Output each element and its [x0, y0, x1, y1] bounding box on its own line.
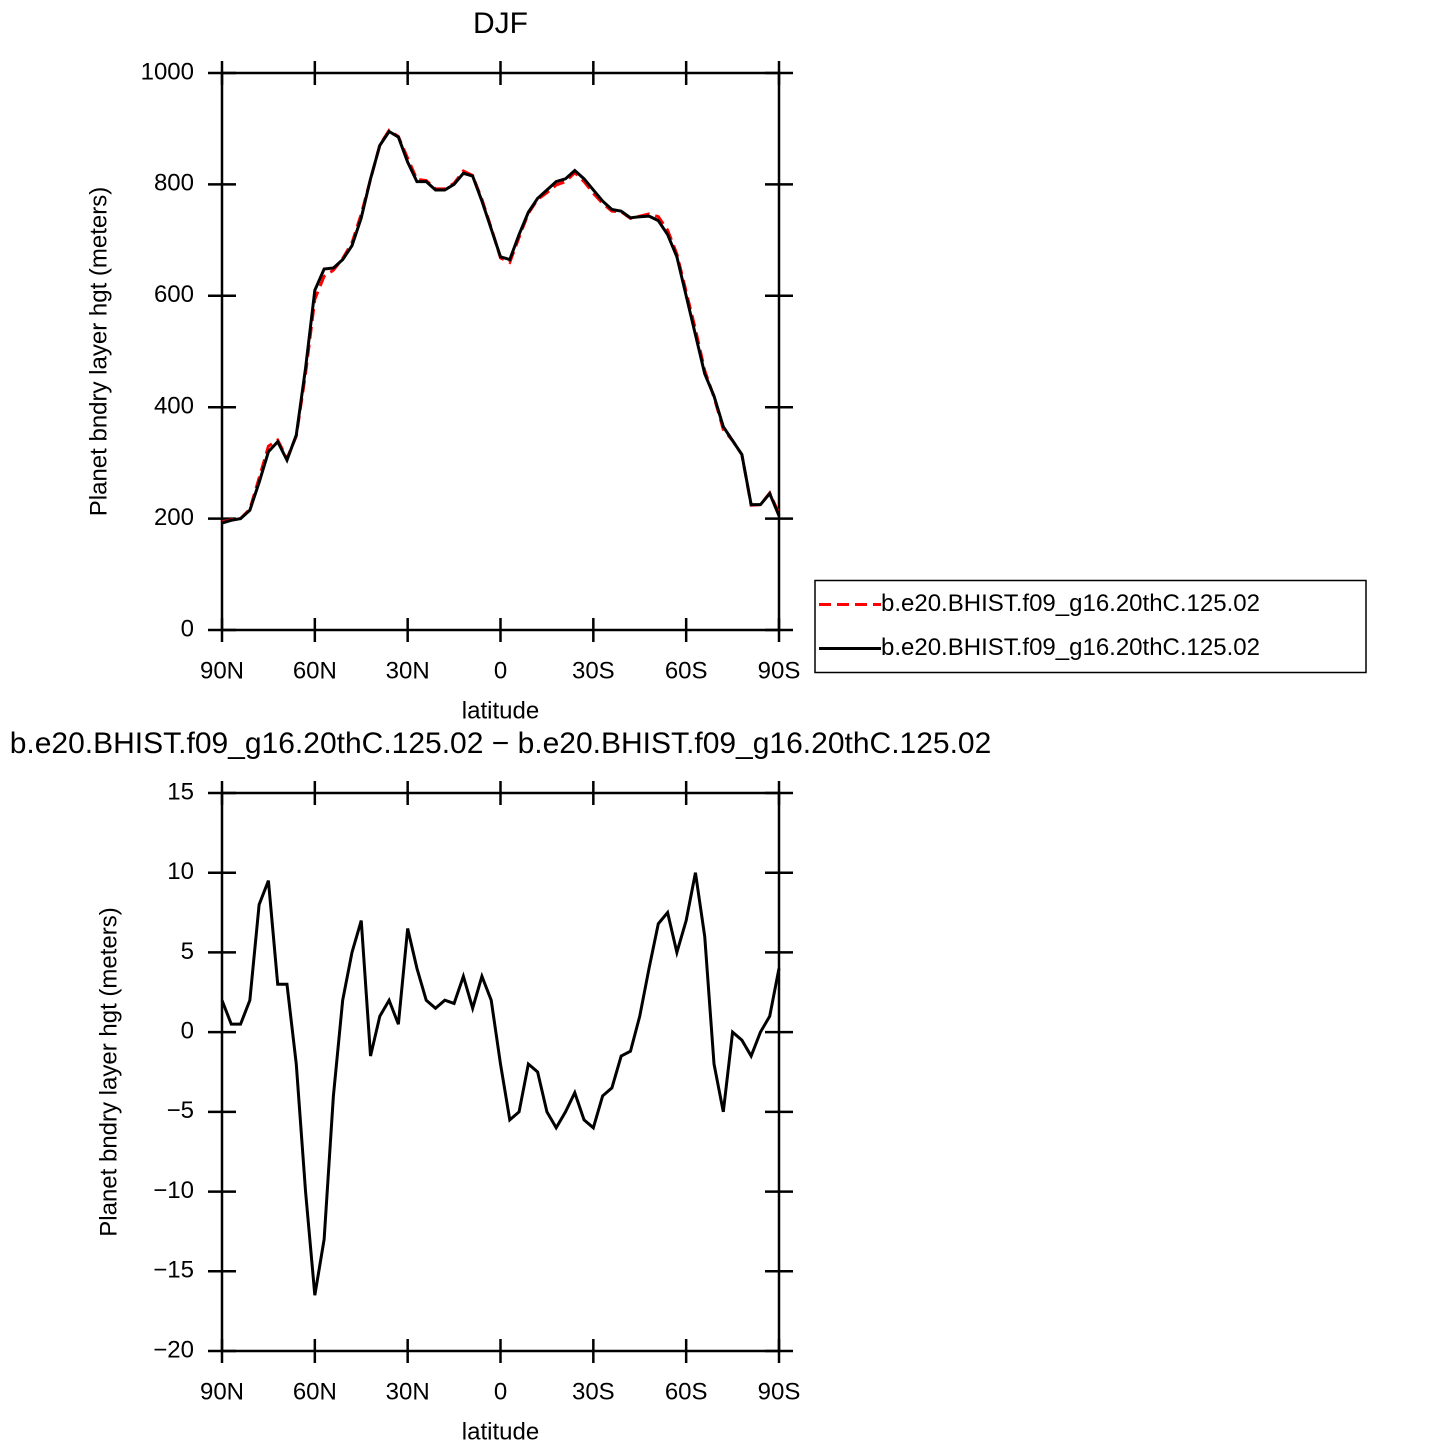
- y-tick-label: −15: [153, 1257, 194, 1284]
- x-tick-label: 0: [494, 657, 507, 684]
- x-tick-label: 90N: [200, 1378, 244, 1405]
- data-line: [220, 872, 781, 1296]
- x-tick-label: 60N: [293, 657, 337, 684]
- x-tick-label: 90N: [200, 657, 244, 684]
- x-tick-label: 90S: [758, 657, 801, 684]
- x-tick-label: 60S: [665, 1378, 708, 1405]
- y-tick-label: 200: [154, 504, 194, 531]
- y-tick-label: 0: [181, 615, 194, 642]
- x-tick-label: 60N: [293, 1378, 337, 1405]
- y-tick-label: 600: [154, 281, 194, 308]
- x-tick-label: 30N: [386, 657, 430, 684]
- y-tick-label: 15: [167, 778, 194, 805]
- y-tick-label: 1000: [141, 58, 194, 85]
- y-tick-label: 800: [154, 170, 194, 197]
- x-axis-label: latitude: [462, 697, 539, 724]
- y-tick-label: 0: [181, 1017, 194, 1044]
- x-tick-label: 0: [494, 1378, 507, 1405]
- x-axis-label: latitude: [462, 1418, 539, 1445]
- plot-frame: [220, 71, 781, 632]
- y-tick-label: 10: [167, 858, 194, 885]
- chart-title: b.e20.BHIST.f09_g16.20thC.125.02 − b.e20…: [10, 727, 992, 760]
- x-tick-label: 90S: [758, 1378, 801, 1405]
- data-line: [221, 129, 781, 525]
- x-tick-label: 30S: [572, 657, 615, 684]
- y-tick-label: −20: [153, 1336, 194, 1363]
- x-tick-label: 30S: [572, 1378, 615, 1405]
- legend-box: [814, 579, 1367, 674]
- y-tick-label: 400: [154, 393, 194, 420]
- y-tick-label: −5: [167, 1097, 194, 1124]
- y-tick-label: 5: [181, 938, 194, 965]
- y-axis-label: Planet bndry layer hgt (meters): [95, 907, 122, 1236]
- chart-title: DJF: [473, 7, 528, 40]
- legend-label: b.e20.BHIST.f09_g16.20thC.125.02: [881, 590, 1260, 617]
- y-axis-label: Planet bndry layer hgt (meters): [85, 187, 112, 516]
- x-tick-label: 60S: [665, 657, 708, 684]
- y-tick-label: −10: [153, 1177, 194, 1204]
- legend-label: b.e20.BHIST.f09_g16.20thC.125.02: [881, 634, 1260, 661]
- x-tick-label: 30N: [386, 1378, 430, 1405]
- data-line: [221, 128, 781, 524]
